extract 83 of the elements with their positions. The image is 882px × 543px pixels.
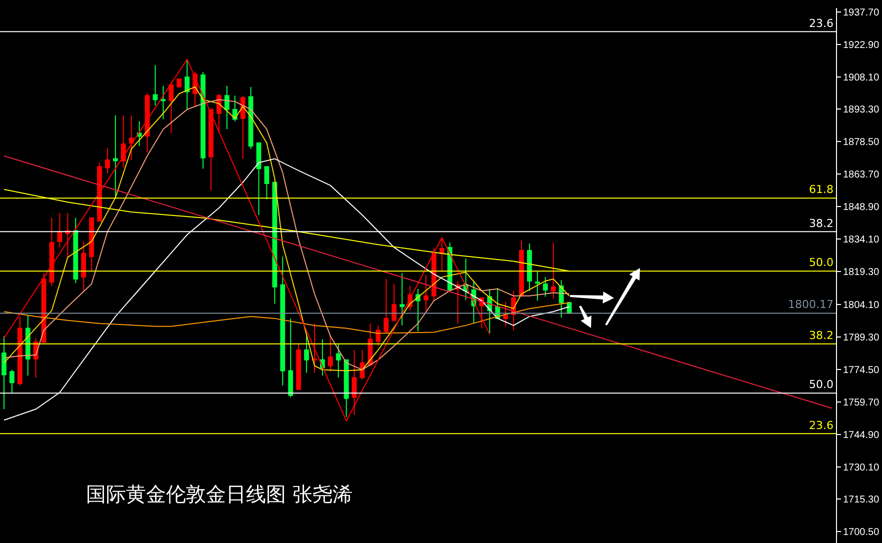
candlestick (89, 217, 94, 272)
candlestick (2, 336, 6, 410)
candlestick (296, 342, 302, 390)
annotation: 50.0 (809, 378, 834, 391)
candlestick (73, 217, 78, 284)
text: 国际黄金伦敦金日线图 张尧浠 (86, 482, 352, 506)
y-tick-label: 1759.70 (843, 397, 880, 408)
candlestick (25, 315, 30, 376)
y-tick-label: 1789.30 (843, 332, 880, 344)
candlestick (542, 276, 548, 298)
candlestick (208, 108, 214, 191)
candlestick (344, 359, 349, 418)
annotation: 23.6 (809, 17, 834, 30)
y-tick-label: 1834.10 (843, 234, 880, 246)
candlestick (376, 324, 381, 347)
line-series (3, 302, 570, 334)
y-tick-label: 1848.90 (843, 202, 880, 213)
annotation: 23.6 (809, 419, 834, 432)
y-tick-label: 1863.70 (843, 170, 880, 181)
candlestick (81, 241, 86, 292)
candlestick (534, 270, 540, 302)
candlestick (384, 278, 389, 334)
y-tick-label: 1715.30 (843, 494, 880, 506)
candlestick (224, 85, 230, 130)
candlestick (503, 301, 508, 327)
ref-line-label: 1800.17 (788, 298, 834, 311)
candlestick (264, 166, 270, 200)
y-tick-label: 1908.10 (843, 72, 880, 84)
y-tick-label: 1744.90 (843, 430, 880, 441)
candlestick (312, 322, 317, 374)
candlestick (97, 162, 102, 222)
candlestick (336, 342, 341, 378)
candlestick (280, 256, 286, 386)
candlestick (304, 332, 309, 374)
candlestick (256, 142, 262, 216)
candlestick (550, 242, 556, 300)
candlestick (248, 86, 254, 150)
annotation: 50.0 (809, 256, 834, 269)
candlestick (152, 64, 158, 106)
candlestick (120, 114, 126, 168)
candlestick (49, 217, 54, 287)
candlestick (128, 114, 134, 160)
y-tick-label: 1878.50 (843, 137, 880, 148)
candlestick (136, 120, 142, 147)
candlestick (17, 316, 22, 386)
annotation: 61.8 (809, 183, 834, 196)
candlestick (160, 85, 166, 120)
candlestick (240, 95, 246, 160)
candlestick (216, 93, 222, 134)
candlestick (328, 334, 333, 372)
candlestick (527, 243, 532, 292)
y-tick-label: 1700.50 (843, 527, 880, 538)
annotation: 38.2 (809, 329, 834, 342)
candlestick (176, 78, 182, 88)
candlestick (439, 237, 444, 272)
candlestick (424, 274, 428, 312)
candlestick (9, 369, 14, 393)
annotation: 38.2 (809, 217, 834, 230)
candlestick (105, 147, 110, 174)
candlestick (57, 212, 62, 248)
line-series (3, 58, 490, 422)
candlestick (416, 288, 420, 332)
candlestick (65, 212, 70, 258)
candlestick (144, 92, 150, 154)
candlestick (113, 114, 118, 199)
candlestick (519, 240, 524, 296)
candlestick (320, 338, 325, 376)
candlestick (400, 272, 405, 326)
candlestick (352, 349, 357, 416)
candlestick (272, 182, 278, 304)
y-tick-label: 1819.30 (843, 266, 880, 278)
y-tick-label: 1804.10 (843, 300, 880, 312)
y-tick-label: 1730.10 (843, 462, 880, 474)
candlestick (288, 318, 294, 398)
candlestick (558, 280, 564, 318)
y-tick-label: 1937.70 (843, 7, 880, 18)
y-tick-label: 1922.90 (843, 40, 880, 51)
candlestick (200, 71, 206, 170)
y-tick-label: 1893.30 (843, 104, 880, 116)
candlestick (392, 284, 397, 322)
candlestick (184, 58, 190, 110)
candlestick (168, 81, 174, 134)
y-tick-label: 1774.50 (843, 364, 880, 376)
